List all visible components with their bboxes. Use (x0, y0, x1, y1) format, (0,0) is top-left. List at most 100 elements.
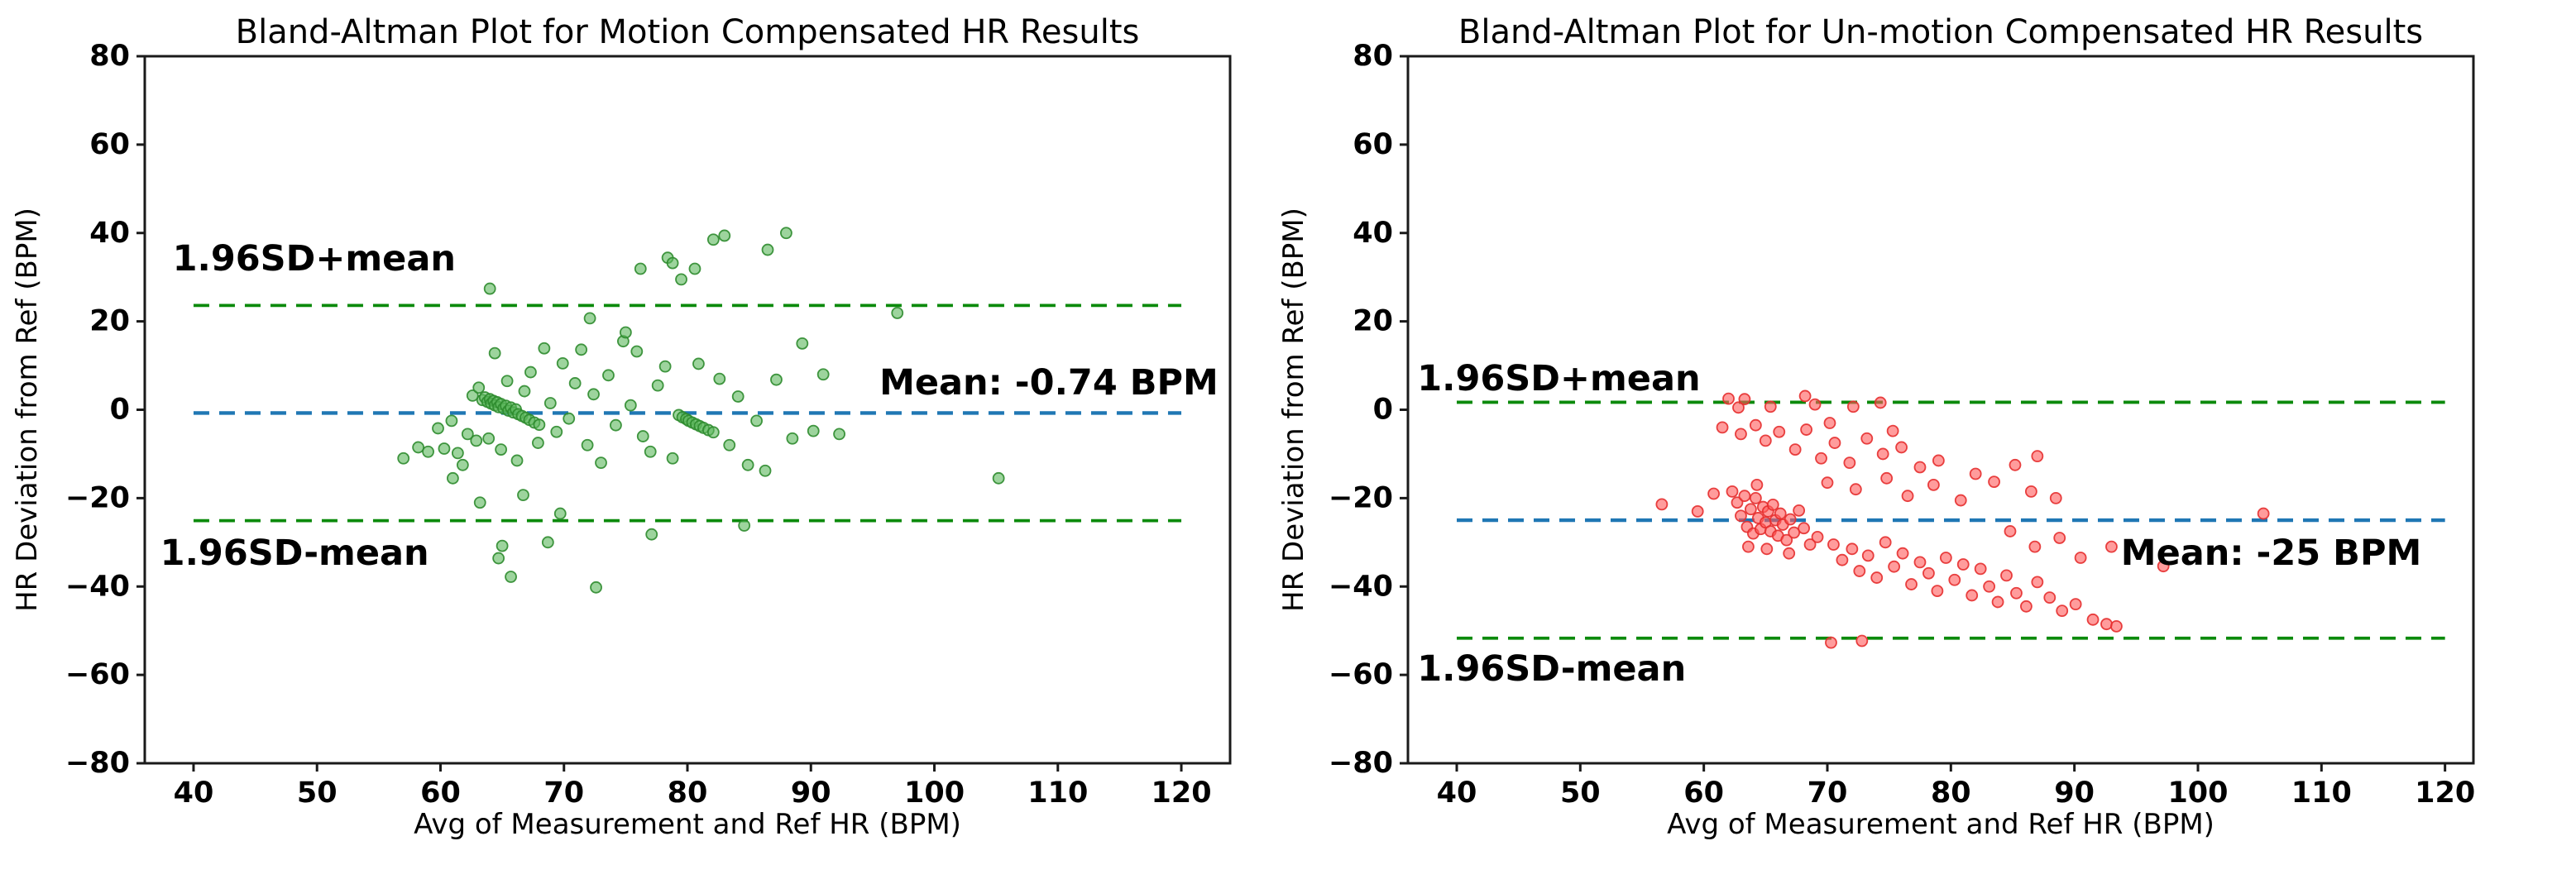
scatter-point (1798, 389, 1812, 403)
scatter-point (2031, 576, 2044, 589)
x-tick-label: 90 (791, 776, 831, 810)
x-tick-label: 110 (2291, 776, 2352, 810)
scatter-point (1808, 398, 1822, 411)
scatter-point (807, 424, 820, 437)
scatter-point (488, 346, 501, 360)
scatter-point (1738, 490, 1751, 503)
plot-title: Bland-Altman Plot for Motion Compensated… (236, 13, 1140, 51)
scatter-point (2100, 618, 2113, 631)
scatter-point (587, 388, 600, 401)
scatter-point (1954, 494, 1967, 507)
scatter-point (666, 256, 679, 270)
scatter-point (466, 389, 479, 402)
scatter-point (1905, 578, 1918, 590)
scatter-point (738, 519, 751, 532)
y-tick-label: 60 (1353, 128, 1393, 161)
x-axis-label: Avg of Measurement and Ref HR (BPM) (1667, 808, 2214, 841)
scatter-point (1855, 634, 1869, 647)
scatter-point (432, 422, 444, 435)
scatter-point (2009, 458, 2022, 471)
scatter-point (1655, 498, 1669, 511)
scatter-point (1861, 549, 1875, 562)
x-tick-label: 120 (2415, 776, 2475, 810)
scatter-point (524, 366, 537, 379)
x-tick-label: 80 (668, 776, 708, 810)
scatter-point (556, 356, 569, 370)
scatter-point (456, 458, 469, 471)
scatter-point (1956, 558, 1970, 571)
scatter-point (1948, 573, 1961, 586)
scatter-point (1969, 467, 1982, 480)
scatter-point (1784, 513, 1797, 526)
scatter-point (1966, 589, 1979, 602)
annotation-mean: Mean: -0.74 BPM (879, 362, 1219, 404)
x-tick-label: 70 (543, 776, 584, 810)
scatter-point (553, 507, 567, 520)
scatter-point (2043, 591, 2056, 604)
scatter-point (1880, 471, 1894, 485)
y-tick-label: −20 (65, 481, 130, 514)
scatter-point (505, 571, 517, 583)
scatter-point (1853, 565, 1866, 577)
scatter-point (451, 447, 464, 460)
scatter-point (780, 227, 792, 240)
y-tick-label: 20 (89, 305, 130, 338)
scatter-point (472, 381, 486, 394)
scatter-point (445, 414, 458, 428)
scatter-point (688, 262, 701, 275)
scatter-point (1931, 585, 1944, 597)
scatter-point (750, 414, 763, 428)
scatter-point (1788, 443, 1802, 456)
y-tick-label: −40 (65, 570, 130, 603)
scatter-point (1744, 503, 1757, 516)
scatter-point (1874, 396, 1887, 409)
scatter-point (1846, 542, 1859, 556)
scatter-point (2257, 507, 2270, 520)
scatter-point (1815, 452, 1827, 465)
scatter-point (770, 373, 783, 386)
scatter-point (1913, 556, 1927, 569)
scatter-point (741, 458, 754, 471)
scatter-point (1811, 531, 1824, 543)
scatter-point (461, 428, 474, 441)
scatter-point (533, 418, 546, 432)
scatter-point (1825, 636, 1837, 649)
scatter-point (1764, 400, 1777, 413)
scatter-point (595, 456, 607, 470)
scatter-point (692, 357, 705, 370)
scatter-point (816, 368, 830, 381)
scatter-point (2028, 540, 2042, 553)
scatter-point (2053, 532, 2066, 544)
scatter-point (1766, 498, 1779, 511)
scatter-point (658, 360, 672, 373)
scatter-point (644, 445, 657, 458)
y-axis-label: HR Deviation from Ref (BPM) (11, 208, 44, 612)
scatter-point (1876, 447, 1889, 461)
scatter-point (1988, 475, 2000, 489)
scatter-point (397, 452, 410, 465)
scatter-point (1870, 571, 1884, 584)
scatter-point (759, 464, 772, 477)
scatter-point (992, 471, 1005, 485)
scatter-point (1836, 553, 1849, 566)
scatter-point (1774, 507, 1787, 520)
scatter-point (1974, 562, 1987, 576)
x-tick-label: 50 (297, 776, 338, 810)
scatter-point (2004, 525, 2017, 538)
y-tick-label: 40 (1353, 217, 1393, 250)
scatter-point (2024, 485, 2037, 498)
scatter-point (2157, 560, 2170, 573)
x-tick-label: 70 (1808, 776, 1848, 810)
scatter-point (1773, 425, 1786, 438)
scatter-point (796, 337, 809, 350)
scatter-point (2010, 586, 2023, 600)
scatter-point (541, 536, 554, 549)
scatter-point (590, 581, 602, 594)
scatter-point (518, 385, 531, 398)
scatter-point (1879, 536, 1892, 549)
y-tick-label: 40 (89, 217, 130, 250)
scatter-point (575, 343, 588, 356)
scatter-point (1798, 522, 1811, 535)
scatter-point (1913, 461, 1927, 474)
